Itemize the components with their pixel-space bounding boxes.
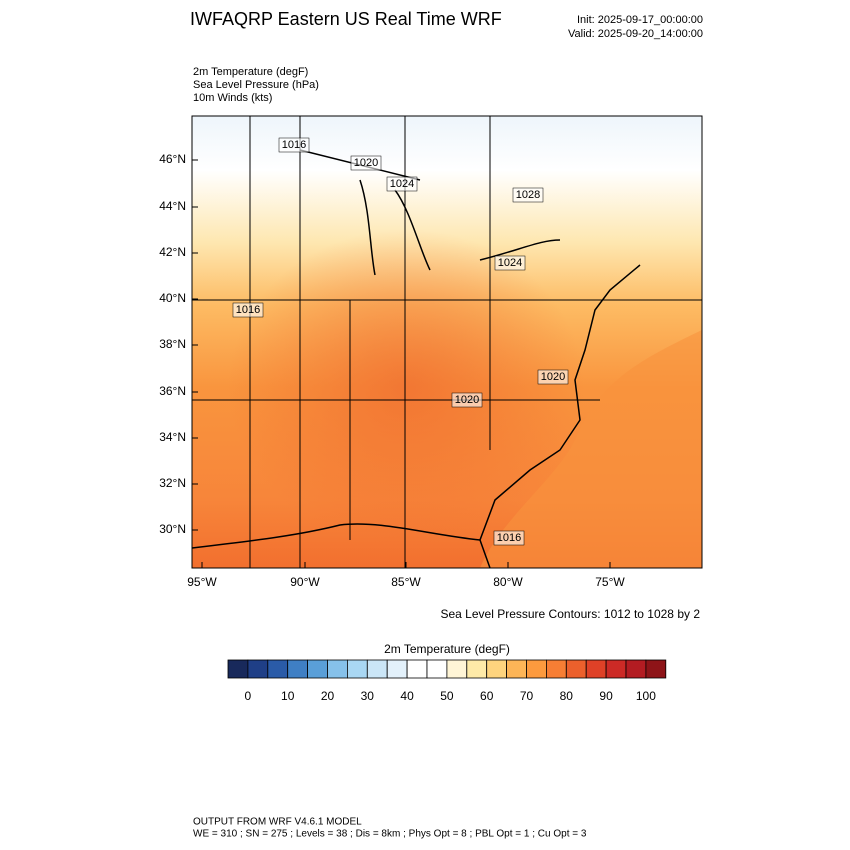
colorbar-box <box>327 659 348 679</box>
colorbar-tick: 60 <box>480 689 494 703</box>
contour-label: 1016 <box>282 139 306 151</box>
contour-label-box <box>451 392 483 408</box>
colorbar-tick: 40 <box>400 689 414 703</box>
colorbar-box <box>426 659 448 679</box>
colorbar-box <box>526 659 547 679</box>
lat-label: 44°N <box>159 199 186 213</box>
colorbar-tick: 90 <box>599 689 613 703</box>
colorbar-box <box>406 659 428 679</box>
colorbar-box <box>346 659 368 679</box>
colorbar-tick: 80 <box>560 689 574 703</box>
contour-label-box <box>493 530 525 546</box>
colorbar-box <box>506 659 527 679</box>
lat-label: 38°N <box>159 337 186 351</box>
contour-label: 1020 <box>541 371 565 383</box>
title: IWFAQRP Eastern US Real Time WRF <box>190 9 502 29</box>
lat-label: 42°N <box>159 245 186 259</box>
colorbar-box <box>605 659 627 679</box>
contour-label: 1020 <box>354 157 378 169</box>
state-borders <box>192 116 702 568</box>
colorbar-tick: 70 <box>520 689 534 703</box>
colorbar-tick: 20 <box>321 689 335 703</box>
contour-label-box <box>232 302 264 318</box>
contour-label: 1024 <box>390 178 414 190</box>
colorbar-box <box>466 659 488 679</box>
lon-label: 75°W <box>595 575 625 589</box>
footer-line: WE = 310 ; SN = 275 ; Levels = 38 ; Dis … <box>193 829 587 840</box>
lat-label: 32°N <box>159 476 186 490</box>
colorbar-box <box>247 659 269 679</box>
lat-label: 30°N <box>159 522 186 536</box>
contour-label: 1020 <box>455 394 479 406</box>
map <box>192 116 702 568</box>
contour-label-box <box>350 155 382 171</box>
colorbar-box <box>585 659 607 679</box>
contour-label: 1016 <box>236 304 260 316</box>
contour-label-box <box>494 255 526 271</box>
colorbar-box <box>625 659 647 679</box>
colorbar-box <box>565 659 587 679</box>
contour-label: 1028 <box>516 189 540 201</box>
contour-note: Sea Level Pressure Contours: 1012 to 102… <box>441 607 701 621</box>
colorbar-box <box>446 659 468 679</box>
colorbar-box <box>486 659 508 679</box>
great-lakes <box>299 149 561 276</box>
init-time: Init: 2025-09-17_00:00:00 <box>577 14 703 26</box>
contour-label: 1016 <box>497 532 521 544</box>
lat-label: 34°N <box>159 430 186 444</box>
contour-label-box <box>537 369 569 385</box>
colorbar-box <box>227 659 249 679</box>
colorbar-tick: 50 <box>440 689 454 703</box>
field-label: 2m Temperature (degF) <box>193 66 308 78</box>
coastline <box>479 264 641 568</box>
ocean-field <box>480 330 702 568</box>
colorbar-tick: 100 <box>636 689 656 703</box>
lon-label: 95°W <box>187 575 217 589</box>
colorbar-box <box>267 659 289 679</box>
lat-label: 46°N <box>159 152 186 166</box>
lon-label: 80°W <box>493 575 523 589</box>
lon-label: 85°W <box>391 575 421 589</box>
colorbar-box <box>645 659 667 679</box>
valid-time: Valid: 2025-09-20_14:00:00 <box>568 28 703 40</box>
colorbar-box <box>366 659 388 679</box>
map-frame <box>191 115 703 569</box>
field-label: Sea Level Pressure (hPa) <box>193 79 319 91</box>
lat-label: 36°N <box>159 384 186 398</box>
colorbar-box <box>287 659 309 679</box>
colorbar-box <box>307 659 328 679</box>
field-label: 10m Winds (kts) <box>193 92 272 104</box>
contour-label: 1024 <box>498 257 522 269</box>
contour-label-box <box>278 137 310 153</box>
colorbar-box <box>546 659 567 679</box>
gulf-coast <box>192 523 481 549</box>
contour-label-box <box>512 187 544 203</box>
colorbar-tick: 10 <box>281 689 295 703</box>
colorbar-tick: 30 <box>361 689 375 703</box>
contour-label-box <box>386 176 418 192</box>
lat-label: 40°N <box>159 291 186 305</box>
colorbar-box <box>386 659 408 679</box>
colorbar-tick: 0 <box>245 689 252 703</box>
colorbar-title: 2m Temperature (degF) <box>384 642 510 656</box>
footer-line: OUTPUT FROM WRF V4.6.1 MODEL <box>193 817 362 828</box>
lon-label: 90°W <box>290 575 320 589</box>
